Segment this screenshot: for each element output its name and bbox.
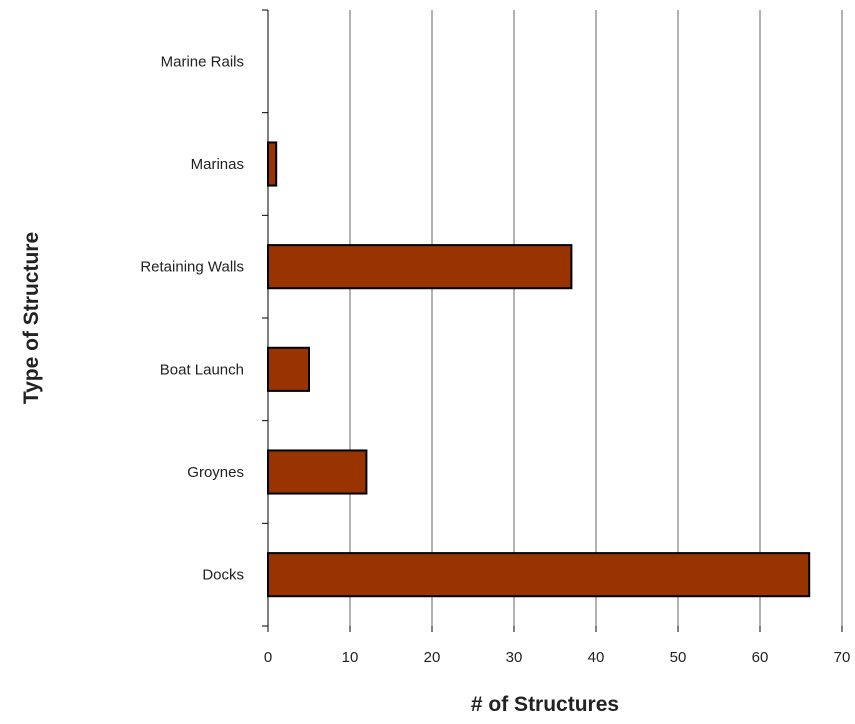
x-tick-label: 30: [506, 649, 523, 666]
y-category-label: Boat Launch: [160, 361, 244, 378]
x-tick-label: 0: [264, 649, 272, 666]
axes: [262, 9, 269, 627]
y-category-label: Docks: [202, 567, 244, 584]
bar-boat-launch: [267, 346, 310, 392]
x-axis-title: # of Structures: [471, 693, 619, 716]
y-category-label: Marinas: [191, 156, 244, 173]
bar-groynes: [267, 449, 368, 495]
x-tick-label: 60: [752, 649, 769, 666]
y-category-labels: Marine Rails Marinas Retaining Walls Boat L…: [140, 53, 244, 583]
gridlines: [349, 10, 843, 626]
y-category-label: Groynes: [187, 464, 244, 481]
x-tick-label: 50: [670, 649, 687, 666]
bar-marinas: [267, 141, 278, 187]
x-tick-label: 70: [834, 649, 851, 666]
x-tick-label: 20: [424, 649, 441, 666]
x-tick-label: 10: [342, 649, 359, 666]
y-axis-title: Type of Structure: [20, 232, 43, 404]
bars: [267, 141, 811, 598]
bar-retaining-walls: [267, 244, 573, 290]
x-tick-label: 40: [588, 649, 605, 666]
y-category-label: Retaining Walls: [140, 259, 244, 276]
bar-docks: [267, 552, 811, 598]
y-category-label: Marine Rails: [161, 53, 244, 70]
x-tick-labels: 0 10 20 30 40 50 60 70: [264, 626, 851, 666]
